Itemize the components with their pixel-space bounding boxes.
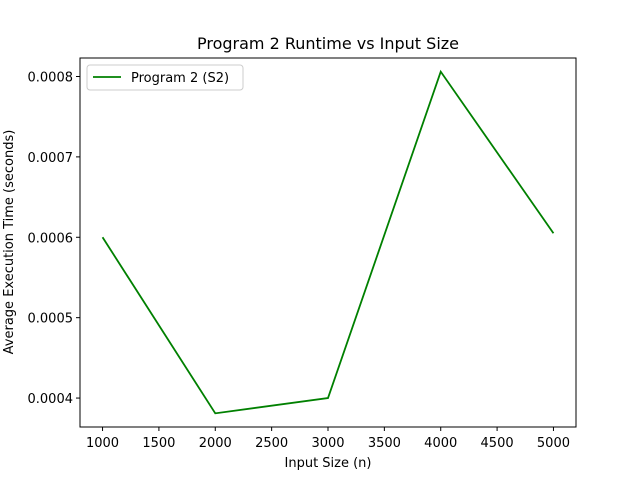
x-axis-label: Input Size (n) [285,456,372,471]
series-line [101,69,555,415]
x-tick-label: 5000 [537,436,570,451]
y-axis-label: Average Execution Time (seconds) [2,130,17,355]
x-tick-label: 2000 [199,436,232,451]
x-tick-label: 3000 [311,436,344,451]
legend: Program 2 (S2) [86,64,244,91]
plot-frame [79,57,577,428]
legend-box [86,64,244,91]
chart-title: Program 2 Runtime vs Input Size [197,34,459,53]
x-axis-ticks: 1000 1500 2000 2500 3000 3500 4000 4500 5000 [86,427,570,451]
x-tick-label: 4500 [481,436,514,451]
y-tick-label: 0.0008 [28,70,74,85]
legend-label: Program 2 (S2) [131,71,229,86]
y-tick-label: 0.0006 [28,231,74,246]
x-tick-label: 3500 [368,436,401,451]
y-tick-label: 0.0005 [28,312,74,327]
x-tick-label: 2500 [255,436,288,451]
y-tick-label: 0.0004 [28,392,74,407]
x-tick-label: 1500 [142,436,175,451]
y-axis-ticks: 0.0004 0.0005 0.0006 0.0007 0.0008 [28,70,80,407]
y-tick-label: 0.0007 [28,151,74,166]
x-tick-label: 4000 [424,436,457,451]
x-tick-label: 1000 [86,436,119,451]
series-layer [101,69,555,415]
